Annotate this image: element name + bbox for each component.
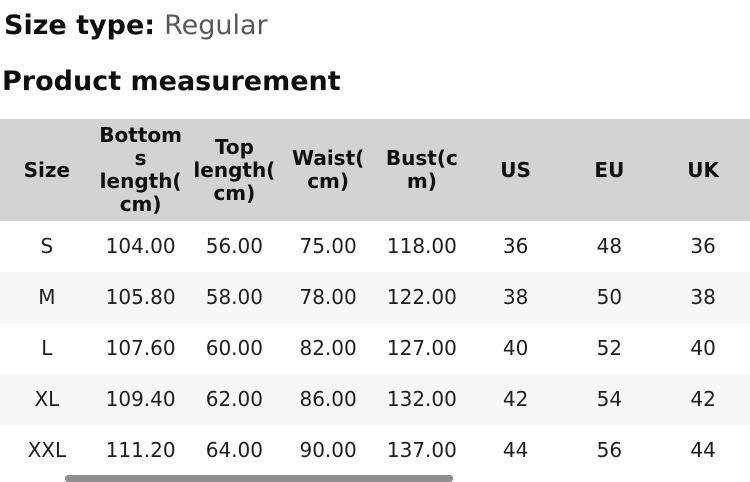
product-measurement-title: Product measurement [2, 66, 341, 97]
column-header-uk: UK [656, 119, 750, 221]
size-cell: XXL [0, 425, 94, 476]
measurement-value-cell: 56 [562, 425, 657, 476]
column-header-bottoms-length-cm: Bottoms length(cm) [93, 119, 188, 221]
size-type-value: Regular [164, 10, 268, 41]
measurement-value-cell: 86.00 [281, 374, 375, 425]
column-header-top-length-cm: Top length(cm) [187, 119, 282, 221]
measurement-value-cell: 40 [468, 323, 563, 374]
size-type-label: Size type: [4, 10, 156, 41]
measurement-table: Size Bottoms length(cm) Top length(cm) Wais… [0, 119, 750, 476]
measurement-value-cell: 132.00 [375, 374, 469, 425]
horizontal-scrollbar-thumb[interactable] [65, 475, 453, 482]
measurement-value-cell: 38 [656, 272, 750, 323]
table-row-xl: XL 109.40 62.00 86.00 132.00 42 54 42 [0, 374, 750, 425]
measurement-value-cell: 44 [656, 425, 750, 476]
measurement-value-cell: 62.00 [187, 374, 282, 425]
measurement-value-cell: 127.00 [375, 323, 469, 374]
measurement-value-cell: 48 [562, 221, 657, 272]
measurement-value-cell: 52 [562, 323, 657, 374]
measurement-value-cell: 58.00 [187, 272, 282, 323]
header-row: Size Bottoms length(cm) Top length(cm) Wais… [0, 119, 750, 221]
size-cell: M [0, 272, 94, 323]
table-row-l: L 107.60 60.00 82.00 127.00 40 52 40 [0, 323, 750, 374]
measurement-value-cell: 44 [468, 425, 563, 476]
measurement-value-cell: 54 [562, 374, 657, 425]
measurement-value-cell: 40 [656, 323, 750, 374]
measurement-value-cell: 78.00 [281, 272, 375, 323]
size-cell: S [0, 221, 94, 272]
measurement-value-cell: 90.00 [281, 425, 375, 476]
measurement-value-cell: 36 [468, 221, 563, 272]
measurement-table-header: Size Bottoms length(cm) Top length(cm) Wais… [0, 119, 750, 221]
measurement-value-cell: 107.60 [93, 323, 188, 374]
size-cell: XL [0, 374, 94, 425]
measurement-value-cell: 137.00 [375, 425, 469, 476]
measurement-value-cell: 109.40 [93, 374, 188, 425]
measurement-value-cell: 50 [562, 272, 657, 323]
size-type-row: Size type: Regular [0, 0, 750, 41]
measurement-value-cell: 82.00 [281, 323, 375, 374]
measurement-value-cell: 104.00 [93, 221, 188, 272]
column-header-size: Size [0, 119, 94, 221]
measurement-value-cell: 111.20 [93, 425, 188, 476]
column-header-eu: EU [562, 119, 657, 221]
measurement-value-cell: 42 [468, 374, 563, 425]
measurement-value-cell: 38 [468, 272, 563, 323]
measurement-table-body: S 104.00 56.00 75.00 118.00 36 48 36 M 105.80 58.0… [0, 221, 750, 476]
measurement-value-cell: 36 [656, 221, 750, 272]
column-header-bust-cm: Bust(cm) [375, 119, 469, 221]
measurement-value-cell: 42 [656, 374, 750, 425]
column-header-us: US [468, 119, 563, 221]
table-row-xxl: XXL 111.20 64.00 90.00 137.00 44 56 44 [0, 425, 750, 476]
measurement-value-cell: 56.00 [187, 221, 282, 272]
measurement-value-cell: 75.00 [281, 221, 375, 272]
table-row-s: S 104.00 56.00 75.00 118.00 36 48 36 [0, 221, 750, 272]
measurement-value-cell: 64.00 [187, 425, 282, 476]
size-cell: L [0, 323, 94, 374]
measurement-value-cell: 105.80 [93, 272, 188, 323]
measurement-value-cell: 60.00 [187, 323, 282, 374]
measurement-value-cell: 118.00 [375, 221, 469, 272]
measurement-value-cell: 122.00 [375, 272, 469, 323]
column-header-waist-cm: Waist(cm) [281, 119, 375, 221]
table-row-m: M 105.80 58.00 78.00 122.00 38 50 38 [0, 272, 750, 323]
